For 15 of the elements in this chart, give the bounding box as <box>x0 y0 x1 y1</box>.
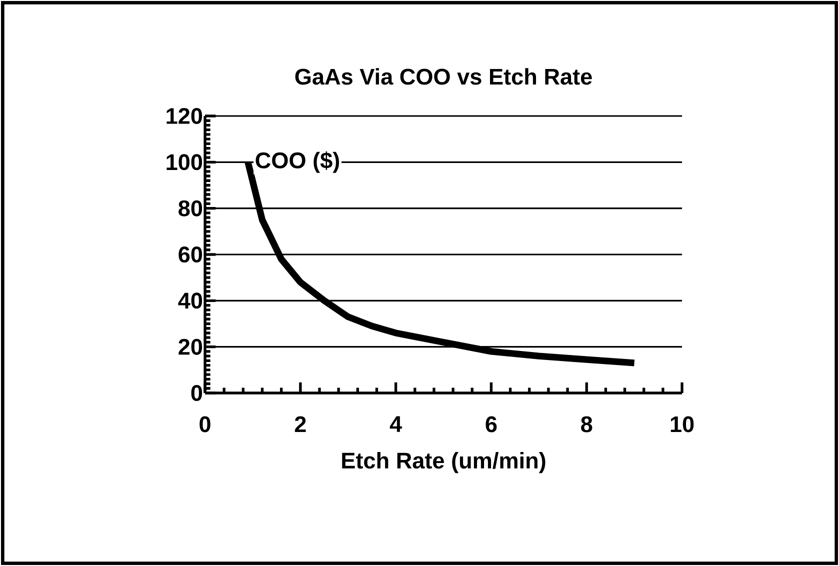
series-label: COO ($) <box>256 151 340 173</box>
x-tick-label: 6 <box>486 416 497 432</box>
x-tick-label: 2 <box>294 416 306 432</box>
x-tick-label: 8 <box>581 416 592 432</box>
y-tick-label: 120 <box>166 108 202 124</box>
y-tick-label: 0 <box>191 385 202 401</box>
y-tick-label: 80 <box>178 200 202 216</box>
y-tick-label: 100 <box>166 154 202 170</box>
x-tick-label: 4 <box>390 416 402 432</box>
chart-title: GaAs Via COO vs Etch Rate <box>295 68 592 85</box>
y-tick-label: 20 <box>178 338 202 355</box>
x-axis-title: Etch Rate (um/min) <box>342 452 546 474</box>
y-tick-label: 60 <box>178 246 202 263</box>
y-tick-label: 40 <box>178 292 202 309</box>
x-tick-label: 10 <box>670 416 694 432</box>
